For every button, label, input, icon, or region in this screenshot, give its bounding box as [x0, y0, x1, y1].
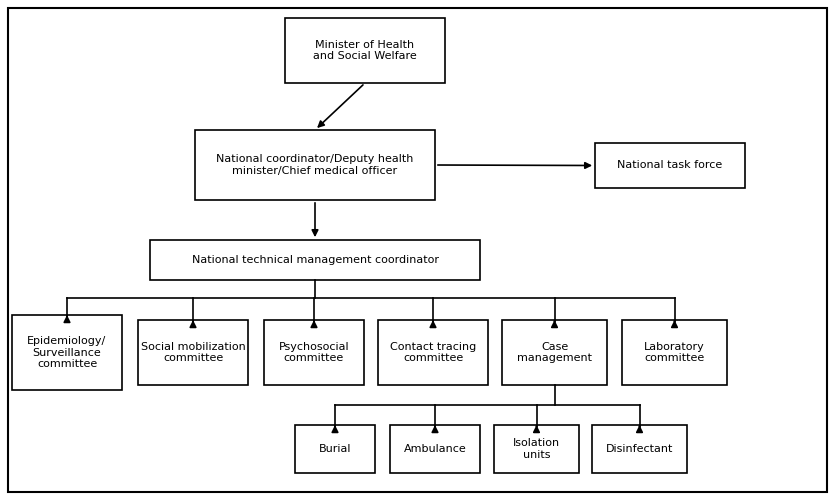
Bar [378, 320, 488, 385]
Text: National technical management coordinator: National technical management coordinato… [191, 255, 438, 265]
Text: Laboratory
committee: Laboratory committee [644, 342, 705, 363]
Text: Burial: Burial [319, 444, 352, 454]
Text: Case
management: Case management [517, 342, 592, 363]
Text: Ambulance: Ambulance [403, 444, 467, 454]
Text: Disinfectant: Disinfectant [606, 444, 673, 454]
Bar [264, 320, 364, 385]
Bar [502, 320, 607, 385]
Bar [622, 320, 727, 385]
Text: Contact tracing
committee: Contact tracing committee [390, 342, 476, 363]
Bar [595, 143, 745, 188]
Bar [390, 425, 480, 473]
Text: National task force: National task force [617, 160, 722, 170]
Bar [195, 130, 435, 200]
Bar [138, 320, 248, 385]
Text: Epidemiology/
Surveillance
committee: Epidemiology/ Surveillance committee [28, 336, 107, 369]
Bar [494, 425, 579, 473]
Text: National coordinator/Deputy health
minister/Chief medical officer: National coordinator/Deputy health minis… [216, 154, 413, 176]
Text: Minister of Health
and Social Welfare: Minister of Health and Social Welfare [313, 40, 417, 62]
Text: Isolation
units: Isolation units [513, 438, 560, 460]
Text: Social mobilization
committee: Social mobilization committee [140, 342, 245, 363]
Bar [150, 240, 480, 280]
Bar [285, 18, 445, 83]
Bar [295, 425, 375, 473]
Text: Psychosocial
committee: Psychosocial committee [279, 342, 349, 363]
Bar [12, 315, 122, 390]
Bar [592, 425, 687, 473]
